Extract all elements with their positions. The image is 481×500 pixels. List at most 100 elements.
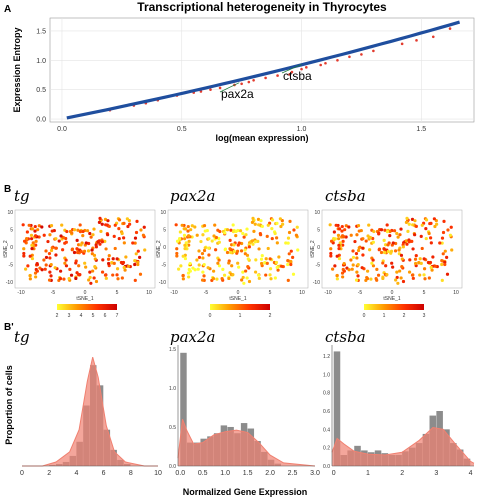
tsne-y-tick: 10 — [7, 210, 13, 216]
tsne-cell-point — [278, 217, 282, 221]
colorbar-tick: 0 — [209, 313, 212, 319]
tsne-cell-point — [33, 229, 37, 233]
tsne-cell-point — [190, 224, 194, 228]
tsne-cell-point — [177, 267, 181, 271]
tsne-cell-point — [25, 237, 29, 241]
tsne-cell-point — [343, 228, 347, 232]
tsne-cell-point — [342, 269, 346, 273]
colorbar-tick: 1 — [383, 313, 386, 319]
density-area — [22, 357, 158, 466]
tsne-cell-point — [296, 248, 300, 252]
tsne-cell-point — [375, 267, 379, 271]
tsne-cell-point — [286, 278, 290, 282]
tsne-cell-point — [35, 262, 39, 266]
tsne-cell-point — [241, 231, 245, 236]
tsne-cell-point — [400, 257, 404, 261]
tsne-cell-point — [221, 267, 225, 271]
tsne-cell-point — [195, 258, 199, 262]
tsne-cell-point — [115, 267, 120, 271]
tsne-cell-point — [273, 276, 277, 280]
density-line — [22, 356, 158, 467]
tsne-cell-point — [59, 234, 63, 238]
tsne-cell-point — [349, 233, 353, 237]
tsne-y-tick: 10 — [314, 210, 320, 216]
tsne-cell-point — [214, 235, 218, 240]
tsne-cell-point — [292, 228, 296, 232]
tsne-cell-point — [44, 255, 49, 260]
tsne-y-label: tSNE_2 — [310, 240, 316, 257]
tsne-cell-point — [263, 260, 267, 265]
tsne-cell-point — [371, 264, 376, 268]
tsne-cell-point — [211, 276, 216, 281]
tsne-cell-point — [189, 228, 193, 232]
tsne-cell-point — [328, 223, 332, 227]
tsne-cell-point — [182, 233, 187, 237]
tsne-cell-point — [34, 275, 38, 279]
tsne-y-tick: -5 — [9, 263, 14, 269]
tsne-cell-point — [383, 250, 387, 255]
tsne-cell-point — [229, 228, 233, 232]
tsne-cell-point — [275, 236, 279, 240]
tsne-cell-point — [139, 228, 143, 232]
hist-x-tick: 0 — [20, 470, 24, 477]
tsne-cell-point — [401, 245, 405, 249]
tsne-cell-point — [427, 231, 431, 236]
tsne-cell-point — [53, 266, 57, 270]
tsne-cell-point — [441, 252, 445, 256]
tsne-cell-point — [61, 235, 65, 240]
tsne-cell-point — [396, 281, 400, 285]
tsne-cell-point — [433, 264, 438, 268]
tsne-cell-point — [85, 229, 90, 233]
tsne-cell-point — [443, 249, 447, 253]
tsne-cell-point — [186, 234, 191, 238]
tsne-cell-point — [410, 217, 415, 221]
tsne-cell-point — [197, 255, 202, 260]
tsne-cell-point — [202, 248, 207, 253]
tsne-cell-point — [21, 223, 25, 227]
tsne-cell-point — [213, 223, 217, 227]
outlier-point — [288, 73, 291, 76]
tsne-cell-point — [291, 272, 296, 276]
tsne-cell-point — [117, 236, 121, 241]
colorbar — [57, 304, 117, 310]
tsne-cell-point — [279, 264, 284, 268]
tsne-cell-point — [237, 241, 241, 245]
tsne-cell-point — [231, 272, 235, 277]
tsne-cell-point — [391, 241, 395, 245]
tsne-cell-point — [217, 258, 221, 262]
tsne-cell-point — [203, 246, 207, 250]
tsne-cell-point — [395, 275, 399, 280]
tsne-cell-point — [103, 239, 107, 243]
tsne-cell-point — [68, 267, 72, 271]
tsne-cell-point — [117, 218, 122, 222]
tsne-cell-point — [397, 248, 401, 252]
tsne-cell-point — [385, 223, 389, 227]
tsne-cell-point — [232, 243, 236, 247]
colorbar-tick: 3 — [423, 313, 426, 319]
tsne-x-tick: 10 — [453, 290, 459, 296]
tsne-cell-point — [100, 222, 104, 226]
tsne-cell-point — [366, 234, 370, 238]
tsne-cell-point — [186, 229, 190, 233]
tsne-cell-point — [442, 219, 446, 223]
outlier-point — [305, 66, 308, 69]
tsne-cell-point — [242, 235, 246, 239]
outlier-point — [360, 53, 363, 56]
tsne-cell-point — [383, 243, 388, 247]
tsne-cell-point — [429, 221, 433, 225]
tsne-cell-point — [103, 273, 108, 277]
tsne-y-tick: -10 — [159, 280, 166, 286]
outlier-point — [290, 70, 294, 74]
tsne-cell-point — [98, 242, 102, 246]
tsne-cell-point — [448, 233, 453, 237]
tsne-cell-point — [178, 230, 182, 234]
tsne-cell-point — [143, 248, 147, 252]
tsne-cell-point — [47, 278, 52, 282]
tsne-cell-point — [286, 236, 291, 240]
tsne-x-tick: 0 — [84, 290, 87, 296]
tsne-cell-point — [432, 217, 436, 221]
y-tick-label: 1.5 — [36, 28, 46, 35]
tsne-cell-point — [353, 239, 357, 244]
histogram-bar — [333, 351, 341, 466]
tsne-cell-point — [241, 275, 245, 280]
